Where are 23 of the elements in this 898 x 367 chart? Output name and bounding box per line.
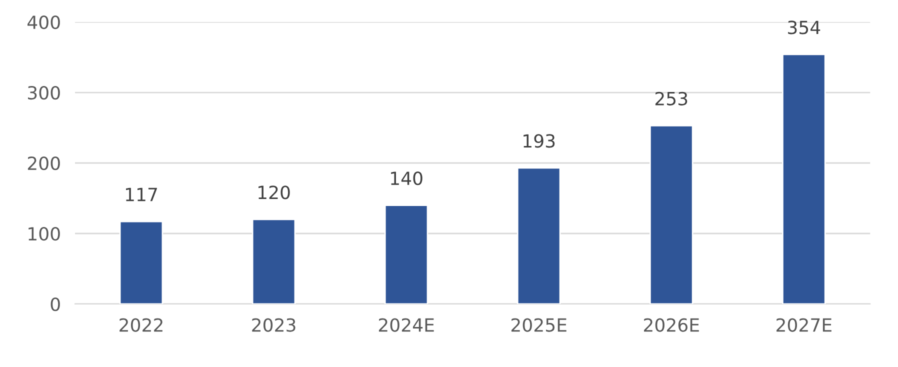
x-tick-label: 2026E <box>644 318 699 332</box>
data-label: 354 <box>788 20 820 34</box>
x-tick-label: 2024E <box>378 318 434 332</box>
y-tick-label: 300 <box>28 86 60 100</box>
data-label: 117 <box>126 188 157 202</box>
y-tick-label: 0 <box>50 297 60 312</box>
bar <box>384 204 428 304</box>
data-label: 120 <box>258 186 290 200</box>
x-tick-label: 2027E <box>776 318 832 332</box>
bar <box>782 54 826 304</box>
data-label: 253 <box>655 92 688 106</box>
bar <box>119 220 164 304</box>
x-tick-label: 2023 <box>252 318 296 332</box>
y-tick-label: 200 <box>28 156 60 170</box>
data-label: 193 <box>524 134 555 148</box>
x-tick-label: 2022 <box>120 318 162 332</box>
data-label: 140 <box>391 171 422 186</box>
y-tick-label: 100 <box>28 226 60 241</box>
bar <box>252 218 296 304</box>
x-tick-label: 2025E <box>511 318 566 332</box>
bar <box>649 124 694 304</box>
bar <box>516 167 561 304</box>
y-tick-label: 400 <box>28 15 60 30</box>
